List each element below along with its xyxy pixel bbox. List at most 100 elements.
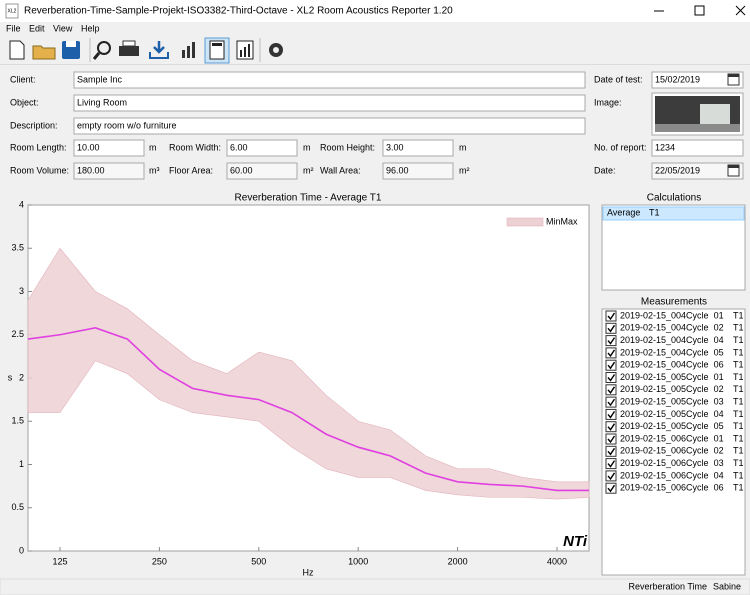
measurement-name[interactable]: 2019-02-15_005Cycle 05 [620, 421, 724, 431]
unit-label: m³ [149, 165, 160, 175]
measurement-param: T1 [733, 335, 744, 345]
checkmark [607, 484, 616, 493]
y-axis-label: s [8, 372, 13, 382]
text-input[interactable] [651, 71, 744, 89]
text-input[interactable] [651, 162, 744, 180]
y-tick-label: 2 [19, 372, 24, 382]
checkmark [607, 460, 616, 468]
checkmark [607, 324, 616, 333]
measurement-name[interactable]: 2019-02-15_005Cycle 01 [620, 372, 724, 382]
field-label: Description: [10, 120, 58, 130]
number-input[interactable] [382, 162, 454, 180]
y-tick-label: 3 [19, 286, 24, 296]
measurement-param: T1 [733, 372, 744, 382]
unit-label: m² [459, 165, 470, 175]
menu-item[interactable]: View [53, 23, 73, 33]
field-label: No. of report: [594, 142, 647, 152]
field-label: Date: [594, 165, 616, 175]
checkmark [607, 411, 616, 419]
text-input[interactable] [651, 139, 744, 157]
y-tick-label: 2.5 [11, 329, 24, 339]
measurement-name[interactable]: 2019-02-15_005Cycle 02 [620, 384, 724, 394]
x-axis-label: Hz [303, 567, 314, 577]
field-value: 180.00 [77, 165, 105, 175]
field-label: Room Length: [10, 142, 67, 152]
y-tick-label: 0 [19, 545, 24, 555]
field-value: 96.00 [386, 165, 409, 175]
measurement-name[interactable]: 2019-02-15_006Cycle 02 [620, 446, 724, 456]
svg-text:XL2: XL2 [8, 8, 17, 14]
measurement-name[interactable]: 2019-02-15_005Cycle 03 [620, 396, 724, 406]
number-input[interactable] [382, 139, 454, 157]
measurement-name[interactable]: 2019-02-15_004Cycle 02 [620, 323, 724, 333]
checkbox[interactable] [605, 347, 617, 359]
unit-label: m [459, 142, 467, 152]
checkbox[interactable] [605, 408, 617, 420]
average-line [27, 327, 589, 492]
measurement-name[interactable]: 2019-02-15_004Cycle 06 [620, 360, 724, 370]
checkbox[interactable] [605, 470, 617, 482]
field-label: Floor Area: [169, 165, 213, 175]
text-input[interactable] [73, 94, 586, 112]
calc-param: T1 [649, 207, 660, 217]
measurement-name[interactable]: 2019-02-15_005Cycle 04 [620, 409, 724, 419]
field-value: 6.00 [230, 142, 248, 152]
logo: NTi [563, 533, 588, 550]
menu-item[interactable]: Help [81, 23, 100, 33]
image-photo-floor [655, 124, 740, 132]
measurement-name[interactable]: 2019-02-15_006Cycle 04 [620, 470, 724, 480]
checkbox[interactable] [605, 359, 617, 371]
field-value: 10.00 [77, 142, 100, 152]
field-value: empty room w/o furniture [77, 120, 177, 130]
toolbar-icons[interactable] [9, 37, 283, 64]
number-input[interactable] [73, 139, 145, 157]
selected-row[interactable] [602, 206, 745, 221]
list-box[interactable] [601, 308, 746, 576]
measurement-name[interactable]: 2019-02-15_004Cycle 01 [620, 310, 724, 320]
status-text: Sabine [713, 581, 741, 591]
measurement-param: T1 [733, 421, 744, 431]
checkbox[interactable] [605, 310, 617, 322]
measurement-name[interactable]: 2019-02-15_006Cycle 06 [620, 483, 724, 493]
measurement-param: T1 [733, 360, 744, 370]
checkbox[interactable] [605, 396, 617, 408]
number-input[interactable] [73, 162, 145, 180]
measurement-param: T1 [733, 347, 744, 357]
checkbox[interactable] [605, 458, 617, 470]
measurement-name[interactable]: 2019-02-15_004Cycle 04 [620, 335, 724, 345]
number-input[interactable] [226, 162, 298, 180]
field-value: 3.00 [386, 142, 404, 152]
window-controls[interactable] [654, 5, 746, 16]
checkmark [607, 423, 616, 431]
menu-item[interactable]: Edit [29, 23, 45, 33]
menu-item[interactable]: File [6, 23, 21, 33]
number-input[interactable] [226, 139, 298, 157]
checkbox[interactable] [605, 421, 617, 433]
checkbox[interactable] [605, 433, 617, 445]
checkbox[interactable] [605, 335, 617, 347]
checkbox[interactable] [605, 445, 617, 457]
y-tick-label: 1 [19, 459, 24, 469]
text-input[interactable] [73, 71, 586, 89]
unit-label: m [303, 142, 311, 152]
image-photo-light [700, 104, 730, 126]
panel-title: Measurements [641, 297, 707, 308]
x-tick-label: 500 [251, 556, 266, 566]
toolbar [0, 35, 750, 65]
measurement-name[interactable]: 2019-02-15_006Cycle 01 [620, 433, 724, 443]
field-value: 1234 [655, 142, 675, 152]
checkbox[interactable] [605, 482, 617, 494]
field-label: Image: [594, 97, 622, 107]
measurement-name[interactable]: 2019-02-15_004Cycle 05 [620, 347, 724, 357]
measurement-name[interactable]: 2019-02-15_006Cycle 03 [620, 458, 724, 468]
separator [0, 64, 750, 65]
checkbox[interactable] [605, 384, 617, 396]
measurement-param: T1 [733, 409, 744, 419]
checkbox[interactable] [605, 322, 617, 334]
calc-name: Average [607, 207, 640, 217]
text-input[interactable] [73, 117, 586, 135]
checkbox[interactable] [605, 372, 617, 383]
status-text: Reverberation Time [628, 581, 707, 591]
